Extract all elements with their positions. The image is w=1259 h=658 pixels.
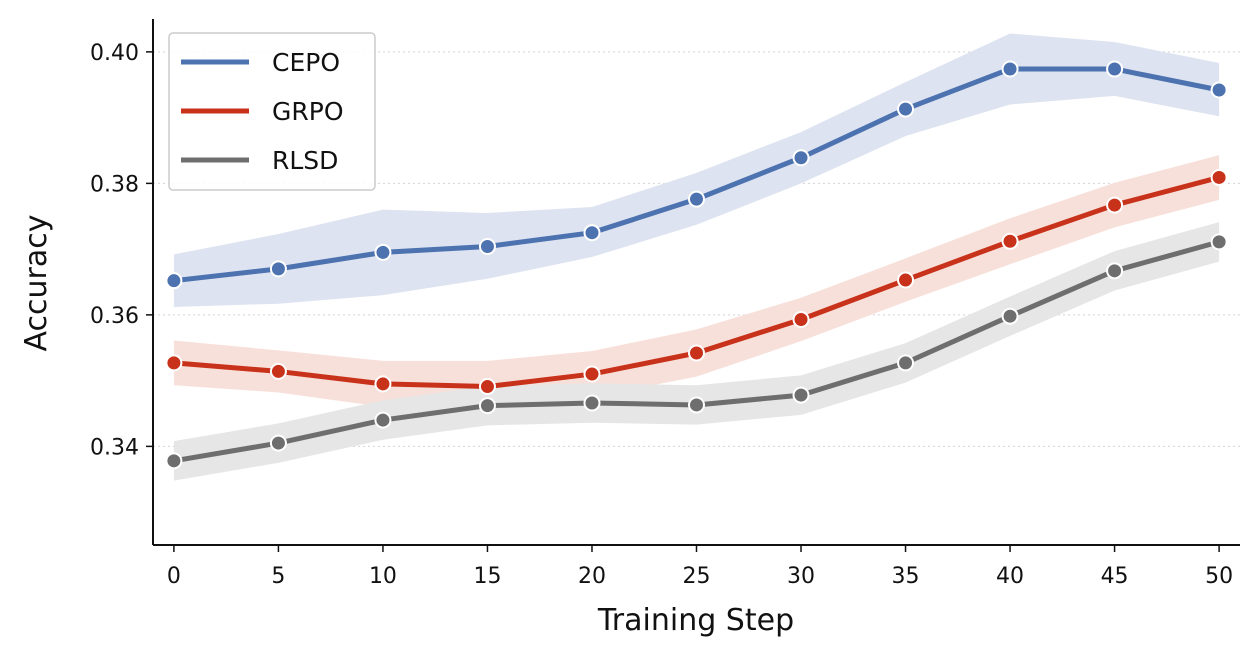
data-point-grpo <box>1210 168 1228 186</box>
data-point-rlsd <box>583 394 601 412</box>
data-point-grpo <box>1106 196 1124 214</box>
data-point-cepo <box>1001 60 1019 78</box>
data-point-rlsd <box>1001 307 1019 325</box>
data-point-grpo <box>374 375 392 393</box>
data-point-cepo <box>1106 60 1124 78</box>
data-point-rlsd <box>688 396 705 414</box>
band-rlsd <box>173 222 1220 481</box>
y-tick-label: 0.34 <box>90 435 139 460</box>
series-points <box>165 60 1228 470</box>
x-tick-label: 40 <box>996 564 1024 589</box>
legend-label-grpo: GRPO <box>272 97 344 126</box>
y-tick-label: 0.38 <box>90 172 139 197</box>
x-tick-label: 45 <box>1101 564 1129 589</box>
data-point-grpo <box>269 362 287 380</box>
x-tick-label: 20 <box>578 564 606 589</box>
data-point-grpo <box>583 365 601 383</box>
data-point-cepo <box>897 100 915 118</box>
x-tick-label: 5 <box>271 564 285 589</box>
legend-box <box>168 32 376 191</box>
data-point-rlsd <box>478 397 496 415</box>
ticks: 0.34 0.36 0.38 0.40 0 5 10 15 20 25 30 35 40 45 50 <box>90 41 1233 589</box>
data-point-grpo <box>792 310 810 328</box>
data-point-rlsd <box>165 452 183 470</box>
data-point-rlsd <box>897 354 915 372</box>
x-tick-label: 10 <box>369 564 397 589</box>
band-cepo <box>173 33 1220 307</box>
data-point-rlsd <box>374 411 392 429</box>
data-point-cepo <box>165 272 183 290</box>
legend-label-cepo: CEPO <box>272 48 340 77</box>
x-axis-title: Training Step <box>597 603 794 638</box>
data-point-rlsd <box>792 386 810 404</box>
data-point-grpo <box>1001 232 1019 250</box>
data-point-cepo <box>1210 81 1228 99</box>
x-tick-label: 0 <box>167 564 181 589</box>
data-point-grpo <box>478 378 496 396</box>
data-point-rlsd <box>1210 233 1228 251</box>
data-point-rlsd <box>1106 262 1124 280</box>
data-point-grpo <box>688 344 705 362</box>
y-axis-title: Accuracy <box>19 215 54 352</box>
data-point-cepo <box>374 243 392 261</box>
y-tick-label: 0.40 <box>90 41 139 66</box>
data-point-grpo <box>165 354 183 372</box>
y-tick-label: 0.36 <box>90 304 139 329</box>
legend-label-rlsd: RLSD <box>272 146 338 175</box>
data-point-cepo <box>792 149 810 167</box>
data-point-rlsd <box>269 434 287 452</box>
x-tick-label: 35 <box>892 564 920 589</box>
data-point-cepo <box>583 224 601 242</box>
data-point-cepo <box>269 260 287 278</box>
x-tick-label: 50 <box>1205 564 1233 589</box>
data-point-cepo <box>688 190 705 208</box>
data-point-grpo <box>897 271 915 289</box>
x-tick-label: 25 <box>683 564 711 589</box>
x-tick-label: 30 <box>787 564 815 589</box>
x-tick-label: 15 <box>473 564 501 589</box>
data-point-cepo <box>478 237 496 255</box>
legend: CEPO GRPO RLSD <box>168 32 376 191</box>
